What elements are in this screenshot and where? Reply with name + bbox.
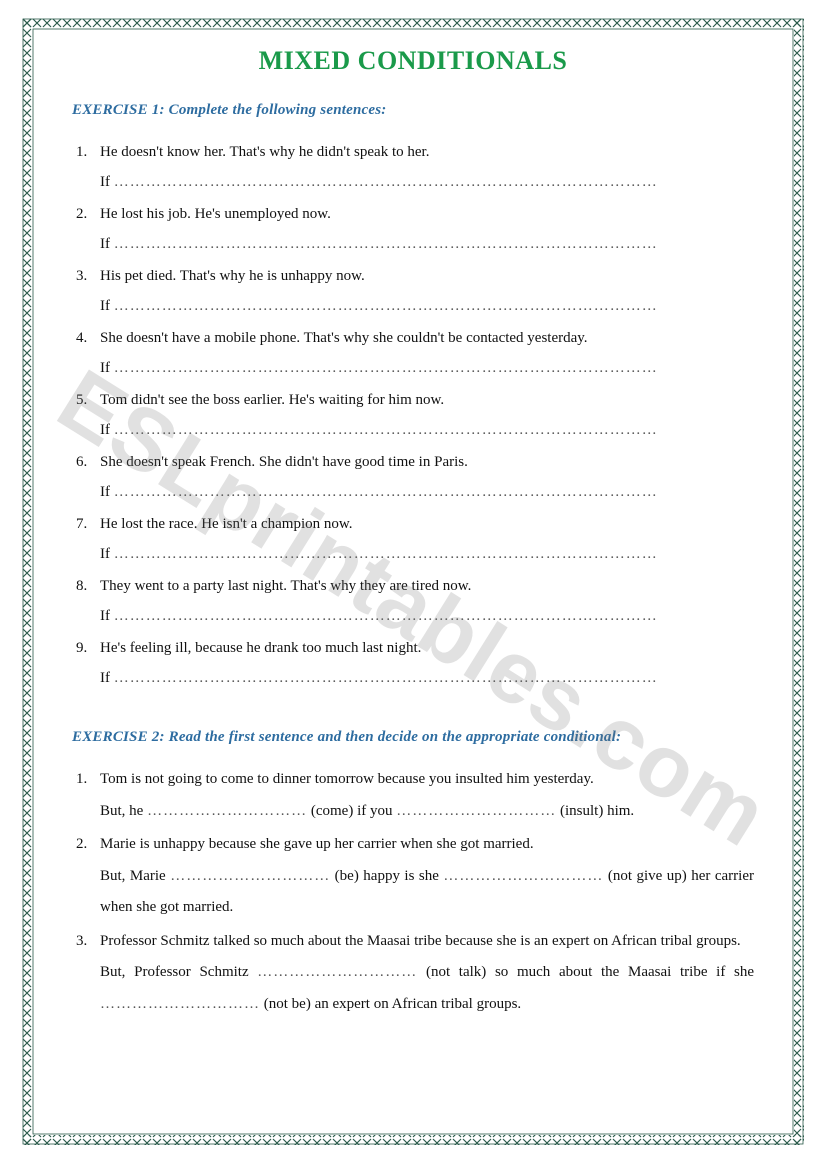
dotted-blank: ………………………………………………………………………………………… [114,422,658,438]
answer-line: If ………………………………………………………………………………………… [100,167,754,197]
answer-part: (insult) him. [556,803,634,819]
page-title: MIXED CONDITIONALS [72,46,754,76]
context-sentence: Marie is unhappy because she gave up her… [100,829,754,861]
worksheet-page: ESLprintables.com MIXED CONDITIONALS EXE… [0,0,826,1169]
dotted-blank: ………………………… [443,868,603,884]
answer-prefix: If [100,484,114,500]
list-item: His pet died. That's why he is unhappy n… [72,261,754,321]
prompt-sentence: Tom didn't see the boss earlier. He's wa… [100,385,754,415]
dotted-blank: ………………………………………………………………………………………… [114,298,658,314]
prompt-sentence: His pet died. That's why he is unhappy n… [100,261,754,291]
answer-prefix: If [100,608,114,624]
context-sentence: Professor Schmitz talked so much about t… [100,926,754,958]
dotted-blank: ………………………………………………………………………………………… [114,236,658,252]
exercise-2: EXERCISE 2: Read the first sentence and … [72,729,754,1020]
dotted-blank: ………………………………………………………………………………………… [114,670,658,686]
dotted-blank: ………………………………………………………………………………………… [114,608,658,624]
exercise-2-label: EXERCISE 2: [72,729,165,745]
exercise-1: EXERCISE 1: Complete the following sente… [72,102,754,693]
prompt-sentence: They went to a party last night. That's … [100,571,754,601]
answer-prefix: If [100,422,114,438]
exercise-2-instruction: Read the first sentence and then decide … [169,729,622,745]
dotted-blank: ………………………… [396,803,556,819]
prompt-sentence: He's feeling ill, because he drank too m… [100,633,754,663]
exercise-1-label: EXERCISE 1: [72,102,165,118]
answer-sentence: But, Marie ………………………… (be) happy is she … [100,861,754,924]
answer-line: If ………………………………………………………………………………………… [100,601,754,631]
answer-line: If ………………………………………………………………………………………… [100,229,754,259]
list-item: He lost his job. He's unemployed now.If … [72,199,754,259]
answer-sentence: But, Professor Schmitz ………………………… (not t… [100,957,754,1020]
list-item: Tom is not going to come to dinner tomor… [72,764,754,827]
answer-line: If ………………………………………………………………………………………… [100,353,754,383]
answer-prefix: If [100,298,114,314]
exercise-1-list: He doesn't know her. That's why he didn'… [72,137,754,693]
answer-line: If ………………………………………………………………………………………… [100,415,754,445]
dotted-blank: ………………………………………………………………………………………… [114,360,658,376]
dotted-blank: ………………………… [147,803,307,819]
prompt-sentence: He doesn't know her. That's why he didn'… [100,137,754,167]
answer-line: If ………………………………………………………………………………………… [100,539,754,569]
context-sentence: Tom is not going to come to dinner tomor… [100,764,754,796]
exercise-2-list: Tom is not going to come to dinner tomor… [72,764,754,1020]
list-item: Marie is unhappy because she gave up her… [72,829,754,924]
answer-part: But, Professor Schmitz [100,964,257,980]
answer-line: If ………………………………………………………………………………………… [100,291,754,321]
prompt-sentence: She doesn't have a mobile phone. That's … [100,323,754,353]
prompt-sentence: He lost the race. He isn't a champion no… [100,509,754,539]
list-item: Professor Schmitz talked so much about t… [72,926,754,1021]
list-item: Tom didn't see the boss earlier. He's wa… [72,385,754,445]
answer-part: (come) if you [307,803,396,819]
exercise-1-heading: EXERCISE 1: Complete the following sente… [72,102,754,119]
list-item: He's feeling ill, because he drank too m… [72,633,754,693]
answer-sentence: But, he ………………………… (come) if you …………………… [100,796,754,828]
prompt-sentence: He lost his job. He's unemployed now. [100,199,754,229]
content-area: MIXED CONDITIONALS EXERCISE 1: Complete … [28,24,798,1096]
exercise-2-heading: EXERCISE 2: Read the first sentence and … [72,729,754,746]
answer-prefix: If [100,236,114,252]
list-item: She doesn't have a mobile phone. That's … [72,323,754,383]
answer-part: But, Marie [100,868,170,884]
answer-part: (not talk) so much about the Maasai trib… [417,964,754,980]
prompt-sentence: She doesn't speak French. She didn't hav… [100,447,754,477]
dotted-blank: ………………………… [170,868,330,884]
dotted-blank: ………………………………………………………………………………………… [114,484,658,500]
answer-prefix: If [100,670,114,686]
answer-part: But, he [100,803,147,819]
answer-part: (not be) an expert on African tribal gro… [260,996,521,1012]
dotted-blank: ………………………… [100,996,260,1012]
list-item: He lost the race. He isn't a champion no… [72,509,754,569]
answer-line: If ………………………………………………………………………………………… [100,663,754,693]
exercise-1-instruction: Complete the following sentences: [169,102,387,118]
answer-line: If ………………………………………………………………………………………… [100,477,754,507]
answer-prefix: If [100,360,114,376]
dotted-blank: ………………………………………………………………………………………… [114,546,658,562]
answer-prefix: If [100,174,114,190]
dotted-blank: ………………………… [257,964,417,980]
dotted-blank: ………………………………………………………………………………………… [114,174,658,190]
list-item: They went to a party last night. That's … [72,571,754,631]
list-item: She doesn't speak French. She didn't hav… [72,447,754,507]
answer-part: (be) happy is she [330,868,443,884]
answer-prefix: If [100,546,114,562]
list-item: He doesn't know her. That's why he didn'… [72,137,754,197]
